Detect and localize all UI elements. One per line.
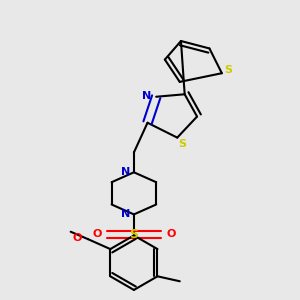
Text: N: N [121, 167, 130, 177]
Text: S: S [178, 139, 186, 149]
Text: N: N [142, 91, 151, 100]
Text: O: O [92, 229, 101, 239]
Text: O: O [167, 229, 176, 239]
Text: S: S [129, 228, 138, 241]
Text: N: N [121, 209, 130, 219]
Text: O: O [72, 233, 82, 243]
Text: S: S [224, 64, 232, 74]
